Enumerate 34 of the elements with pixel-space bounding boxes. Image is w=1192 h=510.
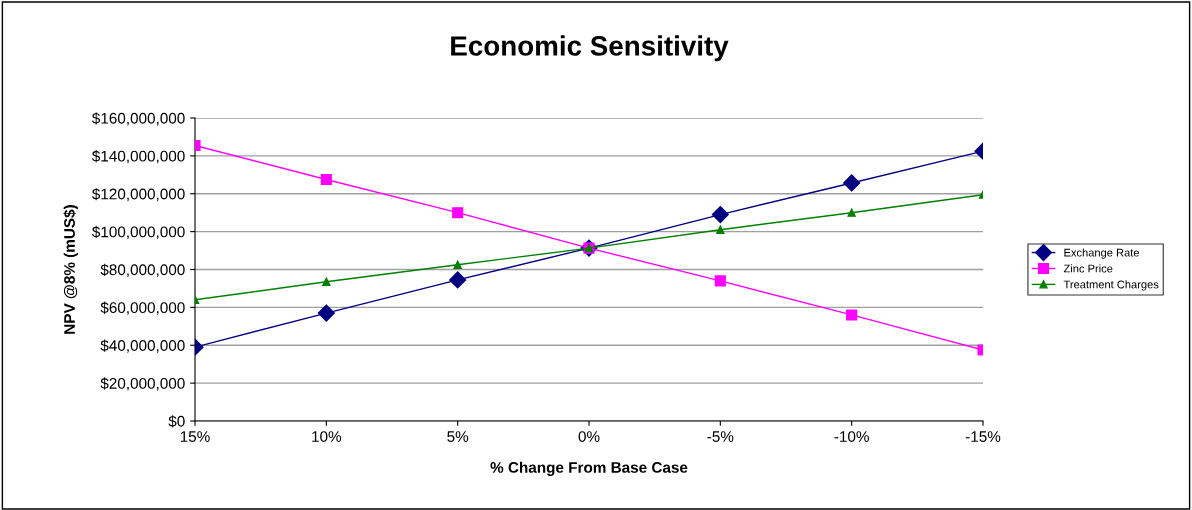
point [847,208,856,217]
y-tick-label: $100,000,000 [92,225,185,240]
x-tick-label: 15% [180,431,210,442]
x-axis-title: % Change From Base Case [490,461,688,476]
y-tick-label: $20,000,000 [100,377,185,391]
y-tick-label: $80,000,000 [100,263,185,277]
x-tick-label: 10% [312,431,342,442]
point [452,207,464,219]
x-tick-label: -10% [834,431,869,442]
point [711,206,729,224]
chart-title: Economic Sensitivity [451,35,729,62]
point [320,173,332,186]
y-tick-label: $40,000,000 [100,339,185,353]
x-tick-label: 0% [578,431,600,442]
y-tick-label: $60,000,000 [100,301,185,315]
point [322,277,331,286]
x-tick-label: -5% [707,431,734,442]
legend-label: Zinc Price [1063,264,1113,273]
x-tick-label: -15% [965,431,1001,442]
legend-label: Exchange Rate [1064,248,1139,259]
legend-label: Treatment Charges [1063,280,1159,291]
point [317,304,335,322]
y-tick-label: $140,000,000 [92,150,185,164]
point [714,275,726,287]
y-tick-label: $120,000,000 [92,187,185,202]
y-axis-title: NPV @8% (mUS$) [63,205,78,334]
x-tick-label: 5% [447,431,469,442]
y-tick-label: $160,000,000 [92,112,185,126]
point [716,225,725,234]
point [449,271,467,289]
y-tick-label: $0 [168,415,185,428]
point [846,309,858,321]
point [843,174,861,192]
point [453,260,462,269]
